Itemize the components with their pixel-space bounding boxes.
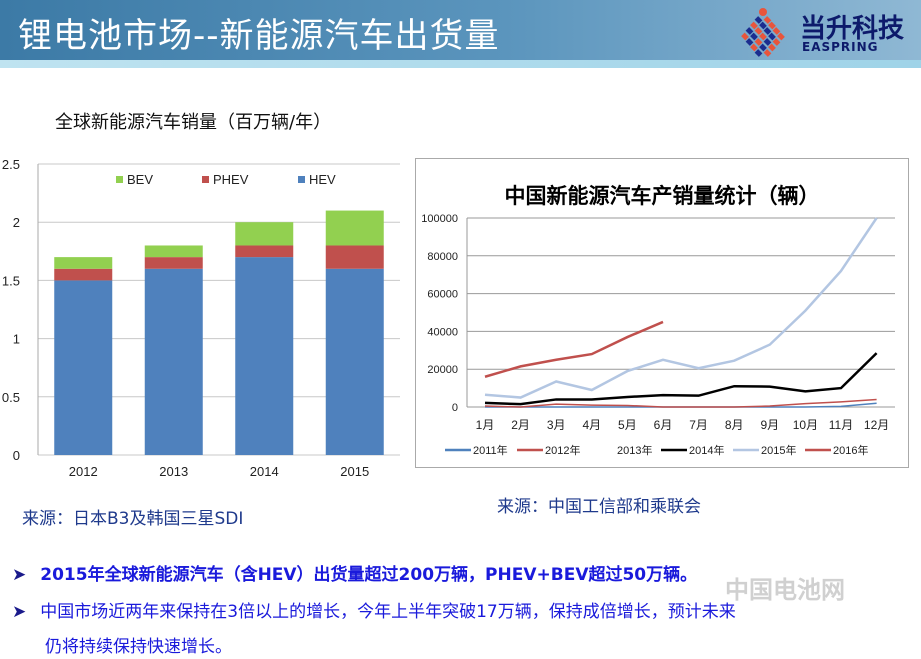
- legend-label: 2015年: [761, 443, 796, 457]
- page-title: 锂电池市场--新能源汽车出货量: [18, 16, 500, 56]
- bar-bev-2014: [235, 222, 294, 246]
- header-banner: 锂电池市场--新能源汽车出货量 当升科技 EASPRING: [0, 0, 921, 68]
- bar-phev-2013: [144, 257, 203, 269]
- source-right: 来源：中国工信部和乘联会: [497, 497, 701, 517]
- x-tick-label: 9月: [760, 418, 779, 432]
- logo-diamond: [759, 43, 767, 52]
- line-chart-title: 中国新能源汽车产销量统计（辆）: [505, 184, 820, 208]
- legend-label-hev: HEV: [309, 172, 336, 187]
- line-series-2015年: [484, 217, 878, 399]
- bar-chart-title: 全球新能源汽车销量（百万辆/年）: [55, 112, 332, 133]
- logo-diamond: [741, 32, 749, 41]
- bar-hev-2014: [235, 257, 294, 455]
- x-tick-label: 5月: [618, 418, 637, 432]
- legend-label: 2014年: [689, 443, 724, 457]
- y-tick-label: 0.5: [2, 390, 20, 405]
- y-tick-label: 40000: [427, 326, 458, 338]
- bar-phev-2012: [54, 268, 113, 281]
- logo-diamond: [777, 32, 785, 41]
- legend-label: 2011年: [473, 443, 508, 457]
- bar-bev-2015: [325, 210, 384, 246]
- bar-phev-2014: [235, 245, 294, 258]
- y-tick-label: 1: [13, 332, 20, 347]
- logo-diamond: [772, 27, 781, 35]
- bar-hev-2015: [325, 268, 384, 455]
- y-tick-label: 100000: [421, 213, 458, 225]
- y-tick-label: 2.5: [2, 157, 20, 172]
- y-tick-label: 1.5: [2, 273, 20, 288]
- logo-diamond: [745, 27, 754, 35]
- logo-diamond: [759, 32, 767, 41]
- easpring-logo-icon: [741, 8, 785, 57]
- legend-swatch-bev: [116, 176, 123, 183]
- y-tick-label: 0: [13, 448, 20, 463]
- bar-chart: 0 0.5 1 1.5 2 2.5 2012 2013 2014 2015 BEV PHEV HEV: [2, 157, 400, 479]
- logo-diamond: [754, 49, 763, 57]
- bar-hev-2012: [54, 280, 113, 455]
- header-stripe: [0, 60, 921, 68]
- line-chart: 中国新能源汽车产销量统计（辆） 0 20000 40000 60000 80000 1000…: [421, 184, 895, 457]
- line-series-2012年: [484, 398, 877, 408]
- logo-diamond: [754, 38, 763, 46]
- arrow-bullet-icon: ➤: [12, 602, 27, 622]
- source-left: 来源：日本B3及韩国三星SDI: [22, 509, 244, 529]
- y-tick-label: 80000: [427, 251, 458, 263]
- bar-bev-2013: [144, 245, 203, 258]
- x-tick-label: 2013: [159, 464, 188, 479]
- bullet-1: ➤ 2015年全球新能源汽车（含HEV）出货量超过200万辆，PHEV+BEV超过…: [12, 565, 698, 585]
- bar-bev-2012: [54, 257, 113, 269]
- logo-diamond: [772, 38, 781, 46]
- x-tick-label: 7月: [689, 418, 708, 432]
- logo-diamond: [763, 27, 772, 35]
- logo-subtext: EASPRING: [802, 40, 879, 54]
- line-series-2016年: [484, 320, 664, 378]
- logo-diamond: [763, 38, 772, 46]
- legend-label: 2012年: [545, 443, 580, 457]
- logo-diamond: [745, 38, 754, 46]
- logo-dot: [759, 8, 767, 16]
- y-tick-label: 0: [452, 402, 458, 414]
- x-tick-label: 2014: [250, 464, 279, 479]
- legend-label: 2016年: [833, 443, 868, 457]
- x-tick-label: 1月: [476, 418, 495, 432]
- logo-text: 当升科技: [800, 14, 905, 44]
- logo-diamond: [763, 49, 772, 57]
- logo-diamond: [754, 27, 763, 35]
- logo-diamond: [750, 43, 758, 52]
- y-tick-label: 20000: [427, 364, 458, 376]
- x-tick-label: 2012: [69, 464, 98, 479]
- bullet-2-continued: 仍将持续保持快速增长。: [45, 637, 232, 657]
- x-tick-label: 6月: [654, 418, 673, 432]
- x-tick-label: 8月: [725, 418, 744, 432]
- logo-diamond: [750, 32, 758, 41]
- line-chart-frame: [415, 158, 909, 468]
- logo-diamond: [750, 21, 758, 30]
- bar-phev-2015: [325, 245, 384, 269]
- x-tick-label: 11月: [829, 418, 853, 432]
- x-tick-label: 4月: [582, 418, 601, 432]
- x-tick-label: 2015: [340, 464, 369, 479]
- legend-label-phev: PHEV: [213, 172, 249, 187]
- watermark: 中国电池网: [725, 576, 845, 604]
- x-tick-label: 3月: [547, 418, 566, 432]
- logo-diamond: [754, 16, 763, 24]
- logo-diamond: [763, 16, 772, 24]
- legend-swatch-phev: [202, 176, 209, 183]
- y-tick-label: 2: [13, 215, 20, 230]
- logo-diamond: [768, 43, 776, 52]
- y-tick-label: 60000: [427, 289, 458, 301]
- logo-diamond: [759, 21, 767, 30]
- legend-swatch-hev: [298, 176, 305, 183]
- bar-hev-2013: [144, 268, 203, 455]
- x-tick-label: 2月: [511, 418, 530, 432]
- logo-diamond: [768, 32, 776, 41]
- logo-diamond: [768, 21, 776, 30]
- bullet-2: ➤ 中国市场近两年来保持在3倍以上的增长，今年上半年突破17万辆，保持成倍增长，预…: [12, 602, 736, 622]
- x-tick-label: 10月: [793, 418, 818, 432]
- arrow-bullet-icon: ➤: [12, 565, 27, 585]
- x-tick-label: 12月: [864, 418, 889, 432]
- legend-label-bev: BEV: [127, 172, 153, 187]
- legend-label: 2013年: [617, 443, 652, 457]
- line-series-2014年: [484, 352, 878, 406]
